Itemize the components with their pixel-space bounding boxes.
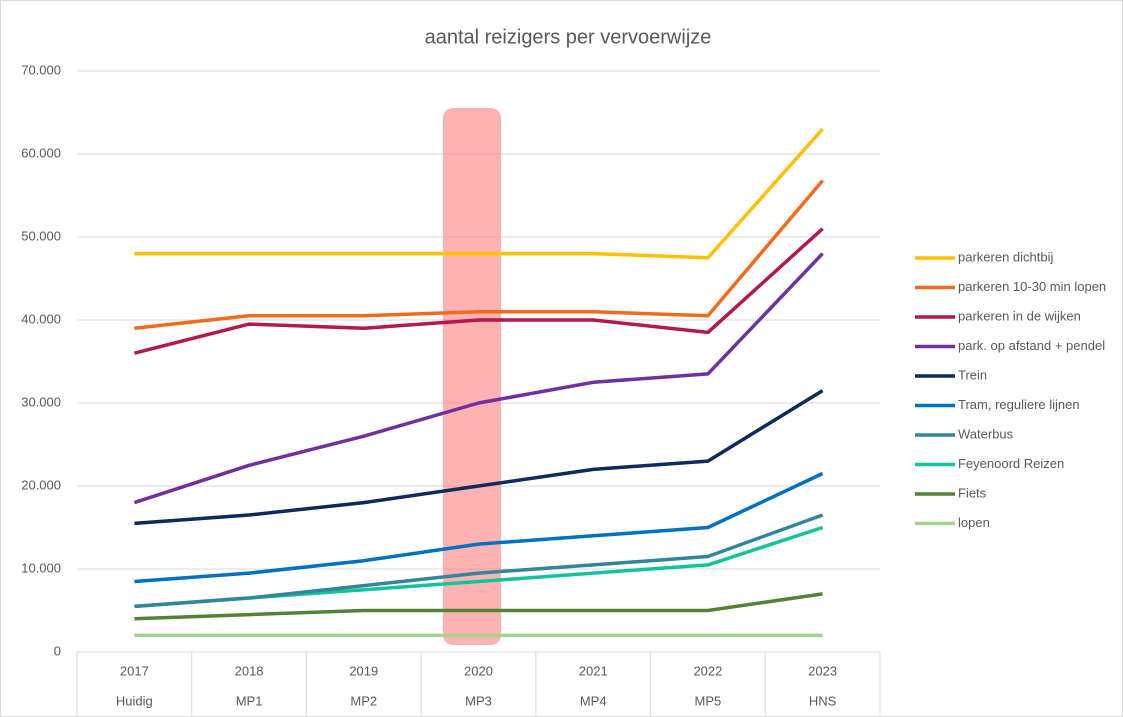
x-tick-label: 2018 [235, 663, 264, 678]
x-tick-label: 2022 [693, 663, 722, 678]
series-line [134, 592, 823, 621]
x-tick-label: 2021 [579, 663, 608, 678]
legend-label: parkeren 10-30 min lopen [958, 279, 1106, 294]
series-line [134, 389, 824, 526]
legend-label: park. op afstand + pendel [958, 338, 1105, 353]
x-group-label: HNS [809, 693, 837, 708]
legend-label: Waterbus [958, 426, 1014, 441]
legend-label: parkeren dichtbij [958, 249, 1053, 264]
x-group-label: MP2 [350, 693, 377, 708]
y-tick-label: 40.000 [21, 311, 61, 326]
series-line [134, 179, 824, 331]
y-tick-label: 50.000 [21, 228, 61, 243]
x-group-label: Huidig [116, 693, 153, 708]
legend-label: Feyenoord Reizen [958, 456, 1064, 471]
x-tick-label: 2023 [808, 663, 837, 678]
chart-title: aantal reizigers per vervoerwijze [425, 26, 712, 48]
highlight [443, 108, 501, 645]
x-group-label: MP1 [236, 693, 263, 708]
x-tick-label: 2019 [349, 663, 378, 678]
x-tick-label: 2020 [464, 663, 493, 678]
y-tick-label: 60.000 [21, 145, 61, 160]
x-group-label: MP5 [695, 693, 722, 708]
y-tick-label: 30.000 [21, 394, 61, 409]
series-line [134, 127, 824, 260]
legend-label: lopen [958, 515, 990, 530]
legend-label: Trein [958, 367, 987, 382]
legend-label: parkeren in de wijken [958, 308, 1081, 323]
legend-label: Fiets [958, 485, 987, 500]
y-tick-label: 20.000 [21, 477, 61, 492]
y-tick-label: 0 [54, 643, 61, 658]
series-line [133, 252, 824, 505]
y-tick-label: 10.000 [21, 560, 61, 575]
series-line [134, 513, 824, 609]
x-group-label: MP4 [580, 693, 607, 708]
x-tick-label: 2017 [120, 663, 149, 678]
legend-label: Tram, reguliere lijnen [958, 397, 1080, 412]
series-line [134, 471, 824, 584]
series-line [133, 227, 824, 355]
y-tick-label: 70.000 [21, 62, 61, 77]
x-group-label: MP3 [465, 693, 492, 708]
